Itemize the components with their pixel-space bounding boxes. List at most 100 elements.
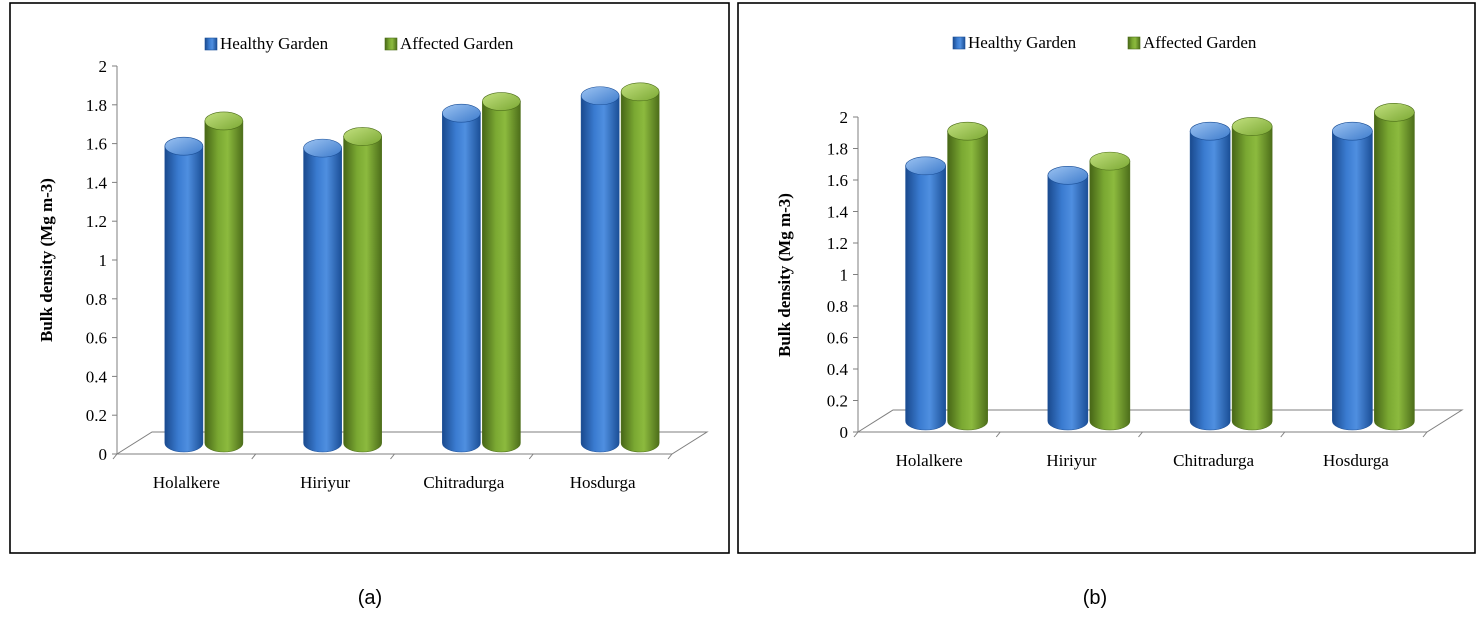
x-tick-b bbox=[1280, 431, 1286, 438]
legend-a: Healthy Garden Affected Garden bbox=[204, 34, 514, 53]
y-tick-label-b: 1.2 bbox=[827, 234, 848, 253]
y-tick-label-a: 1.4 bbox=[86, 173, 108, 192]
y-tick-label-b: 0.4 bbox=[827, 360, 849, 379]
x-tick-a bbox=[528, 453, 534, 460]
bar-affected-holalkere-a-body bbox=[204, 120, 244, 453]
legend-swatch-affected-a bbox=[384, 37, 398, 51]
bar-affected-hiriyur-b-top bbox=[1089, 151, 1131, 171]
bar-healthy-holalkere-a bbox=[164, 136, 204, 453]
bar-affected-hiriyur-a bbox=[343, 127, 382, 453]
bar-affected-hosdurga-b-body bbox=[1374, 112, 1415, 431]
x-tick-label-hosdurga-b: Hosdurga bbox=[1323, 451, 1389, 470]
x-tick-label-holalkere-a: Holalkere bbox=[153, 473, 220, 492]
bar-healthy-hosdurga-a-top bbox=[580, 86, 620, 106]
plot-area-a: 0 0.2 0.4 0.6 0.8 1 1.2 1.4 1.6 1.8 2 Holalkere Hiri… bbox=[86, 57, 709, 492]
y-tick-label-a: 0.4 bbox=[86, 367, 108, 386]
x-tick-b bbox=[853, 431, 859, 438]
bar-affected-chitradurga-b bbox=[1231, 117, 1273, 431]
bar-affected-hosdurga-a-top bbox=[620, 82, 660, 102]
bar-healthy-holalkere-b bbox=[905, 156, 946, 431]
bar-healthy-hiriyur-a-top bbox=[303, 138, 342, 158]
bar-affected-chitradurga-a-body bbox=[482, 101, 521, 453]
x-tick-b bbox=[995, 431, 1001, 438]
bar-affected-holalkere-b bbox=[947, 121, 988, 431]
y-tick-label-b: 0.8 bbox=[827, 297, 848, 316]
bar-healthy-chitradurga-a-top bbox=[442, 103, 481, 123]
legend-b: Healthy Garden Affected Garden bbox=[952, 33, 1257, 52]
floor-plane-b bbox=[856, 409, 1464, 433]
y-tick-label-b: 1.8 bbox=[827, 140, 848, 159]
x-tick-a bbox=[251, 453, 257, 460]
bar-affected-chitradurga-b-body bbox=[1231, 126, 1273, 431]
bar-healthy-hiriyur-b-body bbox=[1047, 175, 1089, 431]
bar-affected-hiriyur-b-body bbox=[1089, 160, 1131, 431]
y-axis-label-b: Bulk density (Mg m-3) bbox=[775, 193, 794, 357]
x-tick-b bbox=[1138, 431, 1143, 438]
y-tick-label-b: 0.2 bbox=[827, 392, 848, 411]
bar-affected-holalkere-a bbox=[204, 111, 244, 453]
bar-healthy-chitradurga-a-body bbox=[442, 112, 481, 453]
x-tick-a bbox=[112, 453, 118, 460]
legend-swatch-healthy-b bbox=[952, 36, 966, 50]
bar-affected-hosdurga-a-body bbox=[620, 91, 660, 453]
bar-affected-hosdurga-b-top bbox=[1374, 103, 1415, 122]
x-tick-label-holalkere-b: Holalkere bbox=[896, 451, 963, 470]
bar-healthy-hiriyur-b-top bbox=[1047, 166, 1089, 185]
x-tick-label-chitradurga-a: Chitradurga bbox=[423, 473, 504, 492]
chart-frame-a bbox=[9, 2, 730, 554]
x-tick-b bbox=[1422, 431, 1428, 438]
legend-label-affected-b: Affected Garden bbox=[1143, 33, 1257, 52]
y-tick-label-a: 1.8 bbox=[86, 96, 107, 115]
chart-panel-b: 0 0.2 0.4 0.6 0.8 1 1.2 1.4 1.6 1.8 2 Holalkere Hiri… bbox=[737, 2, 1476, 609]
y-tick-label-a: 0.6 bbox=[86, 329, 107, 348]
y-tick-label-a: 0 bbox=[99, 445, 108, 464]
legend-label-affected-a: Affected Garden bbox=[400, 34, 514, 53]
x-tick-label-hiriyur-b: Hiriyur bbox=[1046, 451, 1096, 470]
legend-swatch-affected-b bbox=[1127, 36, 1141, 50]
x-tick-a bbox=[390, 453, 395, 460]
bar-healthy-holalkere-a-body bbox=[164, 145, 204, 453]
bar-affected-hiriyur-a-body bbox=[343, 136, 382, 453]
x-tick-label-hiriyur-a: Hiriyur bbox=[300, 473, 350, 492]
plot-area-b: 0 0.2 0.4 0.6 0.8 1 1.2 1.4 1.6 1.8 2 Holalkere Hiri… bbox=[827, 103, 1464, 470]
y-tick-label-a: 1.2 bbox=[86, 212, 107, 231]
bar-healthy-hosdurga-b bbox=[1332, 121, 1373, 431]
y-tick-label-b: 0 bbox=[840, 423, 849, 442]
y-tick-label-b: 0.6 bbox=[827, 329, 848, 348]
y-tick-label-b: 1.4 bbox=[827, 203, 849, 222]
floor-plane-a bbox=[115, 431, 709, 455]
x-tick-a bbox=[667, 453, 673, 460]
bar-healthy-holalkere-b-top bbox=[905, 156, 946, 176]
bar-healthy-chitradurga-b bbox=[1189, 121, 1231, 431]
y-tick-label-a: 0.2 bbox=[86, 406, 107, 425]
bar-healthy-hiriyur-a-body bbox=[303, 147, 342, 453]
y-tick-label-a: 2 bbox=[99, 57, 108, 76]
bar-affected-chitradurga-b-top bbox=[1231, 117, 1273, 136]
bar-affected-holalkere-b-top bbox=[947, 121, 988, 141]
bar-affected-hosdurga-b bbox=[1374, 103, 1415, 431]
y-tick-label-b: 1.6 bbox=[827, 171, 848, 190]
bar-healthy-hosdurga-b-top bbox=[1332, 121, 1373, 141]
caption-a: (a) bbox=[358, 587, 382, 609]
y-tick-label-b: 2 bbox=[840, 108, 849, 127]
bar-healthy-chitradurga-a bbox=[442, 103, 481, 453]
y-tick-label-b: 1 bbox=[840, 266, 849, 285]
bar-healthy-hosdurga-a bbox=[580, 86, 620, 453]
chart-panel-a: 0 0.2 0.4 0.6 0.8 1 1.2 1.4 1.6 1.8 2 Holalkere Hiri… bbox=[9, 2, 730, 609]
bar-healthy-chitradurga-b-top bbox=[1189, 121, 1231, 141]
x-tick-label-hosdurga-a: Hosdurga bbox=[570, 473, 636, 492]
bar-affected-hiriyur-a-top bbox=[343, 127, 382, 146]
bar-healthy-hiriyur-b bbox=[1047, 166, 1089, 431]
legend-swatch-healthy-a bbox=[204, 37, 218, 51]
bar-affected-hosdurga-a bbox=[620, 82, 660, 453]
y-tick-label-a: 1.6 bbox=[86, 135, 107, 154]
legend-label-healthy-b: Healthy Garden bbox=[968, 33, 1077, 52]
bar-affected-hiriyur-b bbox=[1089, 151, 1131, 431]
legend-label-healthy-a: Healthy Garden bbox=[220, 34, 329, 53]
bar-affected-chitradurga-a-top bbox=[482, 92, 521, 111]
x-tick-label-chitradurga-b: Chitradurga bbox=[1173, 451, 1254, 470]
bar-affected-holalkere-a-top bbox=[204, 111, 244, 131]
y-tick-label-a: 0.8 bbox=[86, 290, 107, 309]
caption-b: (b) bbox=[1083, 587, 1107, 609]
